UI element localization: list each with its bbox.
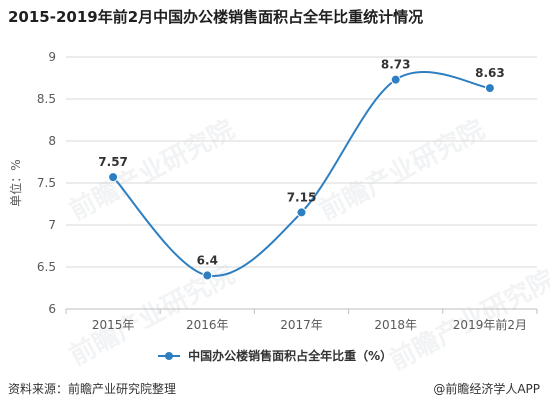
credit-note: @前瞻经济学人APP (433, 382, 540, 396)
legend-label: 中国办公楼销售面积占全年比重（%） (188, 349, 393, 363)
data-point (202, 270, 213, 281)
grid-lines (66, 56, 537, 310)
axes: 6 6.5 7 7.5 8 8.5 9 2015年 2016年 2017年 2018年 2019年前2… (8, 50, 538, 332)
y-axis-title: 单位：% (8, 159, 23, 206)
data-point (390, 74, 401, 85)
data-label: 6.4 (197, 253, 218, 267)
source-note: 资料来源：前瞻产业研究院整理 (8, 382, 177, 396)
y-tick-label: 7 (48, 218, 56, 232)
y-tick-label: 9 (48, 50, 56, 64)
chart-title: 2015-2019年前2月中国办公楼销售面积占全年比重统计情况 (8, 8, 424, 26)
x-tick-label: 2018年 (374, 318, 417, 332)
x-tick-label: 2015年 (92, 318, 135, 332)
data-label: 7.57 (98, 155, 128, 169)
x-tick-label: 2019年前2月 (453, 317, 527, 332)
data-point (484, 83, 495, 94)
x-tick-label: 2016年 (186, 318, 229, 332)
legend-marker-icon (157, 351, 180, 361)
data-label: 8.63 (475, 66, 505, 80)
series-layer (108, 71, 495, 281)
y-tick-label: 6.5 (37, 260, 56, 274)
data-label: 7.15 (287, 190, 317, 204)
series-line (112, 71, 491, 278)
y-tick-label: 8 (48, 134, 56, 148)
data-point (296, 207, 307, 218)
data-point (108, 172, 119, 183)
y-tick-label: 6 (48, 302, 56, 316)
data-labels: 7.57 6.4 7.15 8.73 8.63 (98, 58, 504, 268)
data-label: 8.73 (381, 58, 411, 72)
x-tick-label: 2017年 (280, 318, 323, 332)
legend: 中国办公楼销售面积占全年比重（%） (0, 347, 550, 364)
y-tick-label: 7.5 (37, 176, 56, 190)
y-tick-label: 8.5 (37, 92, 56, 106)
